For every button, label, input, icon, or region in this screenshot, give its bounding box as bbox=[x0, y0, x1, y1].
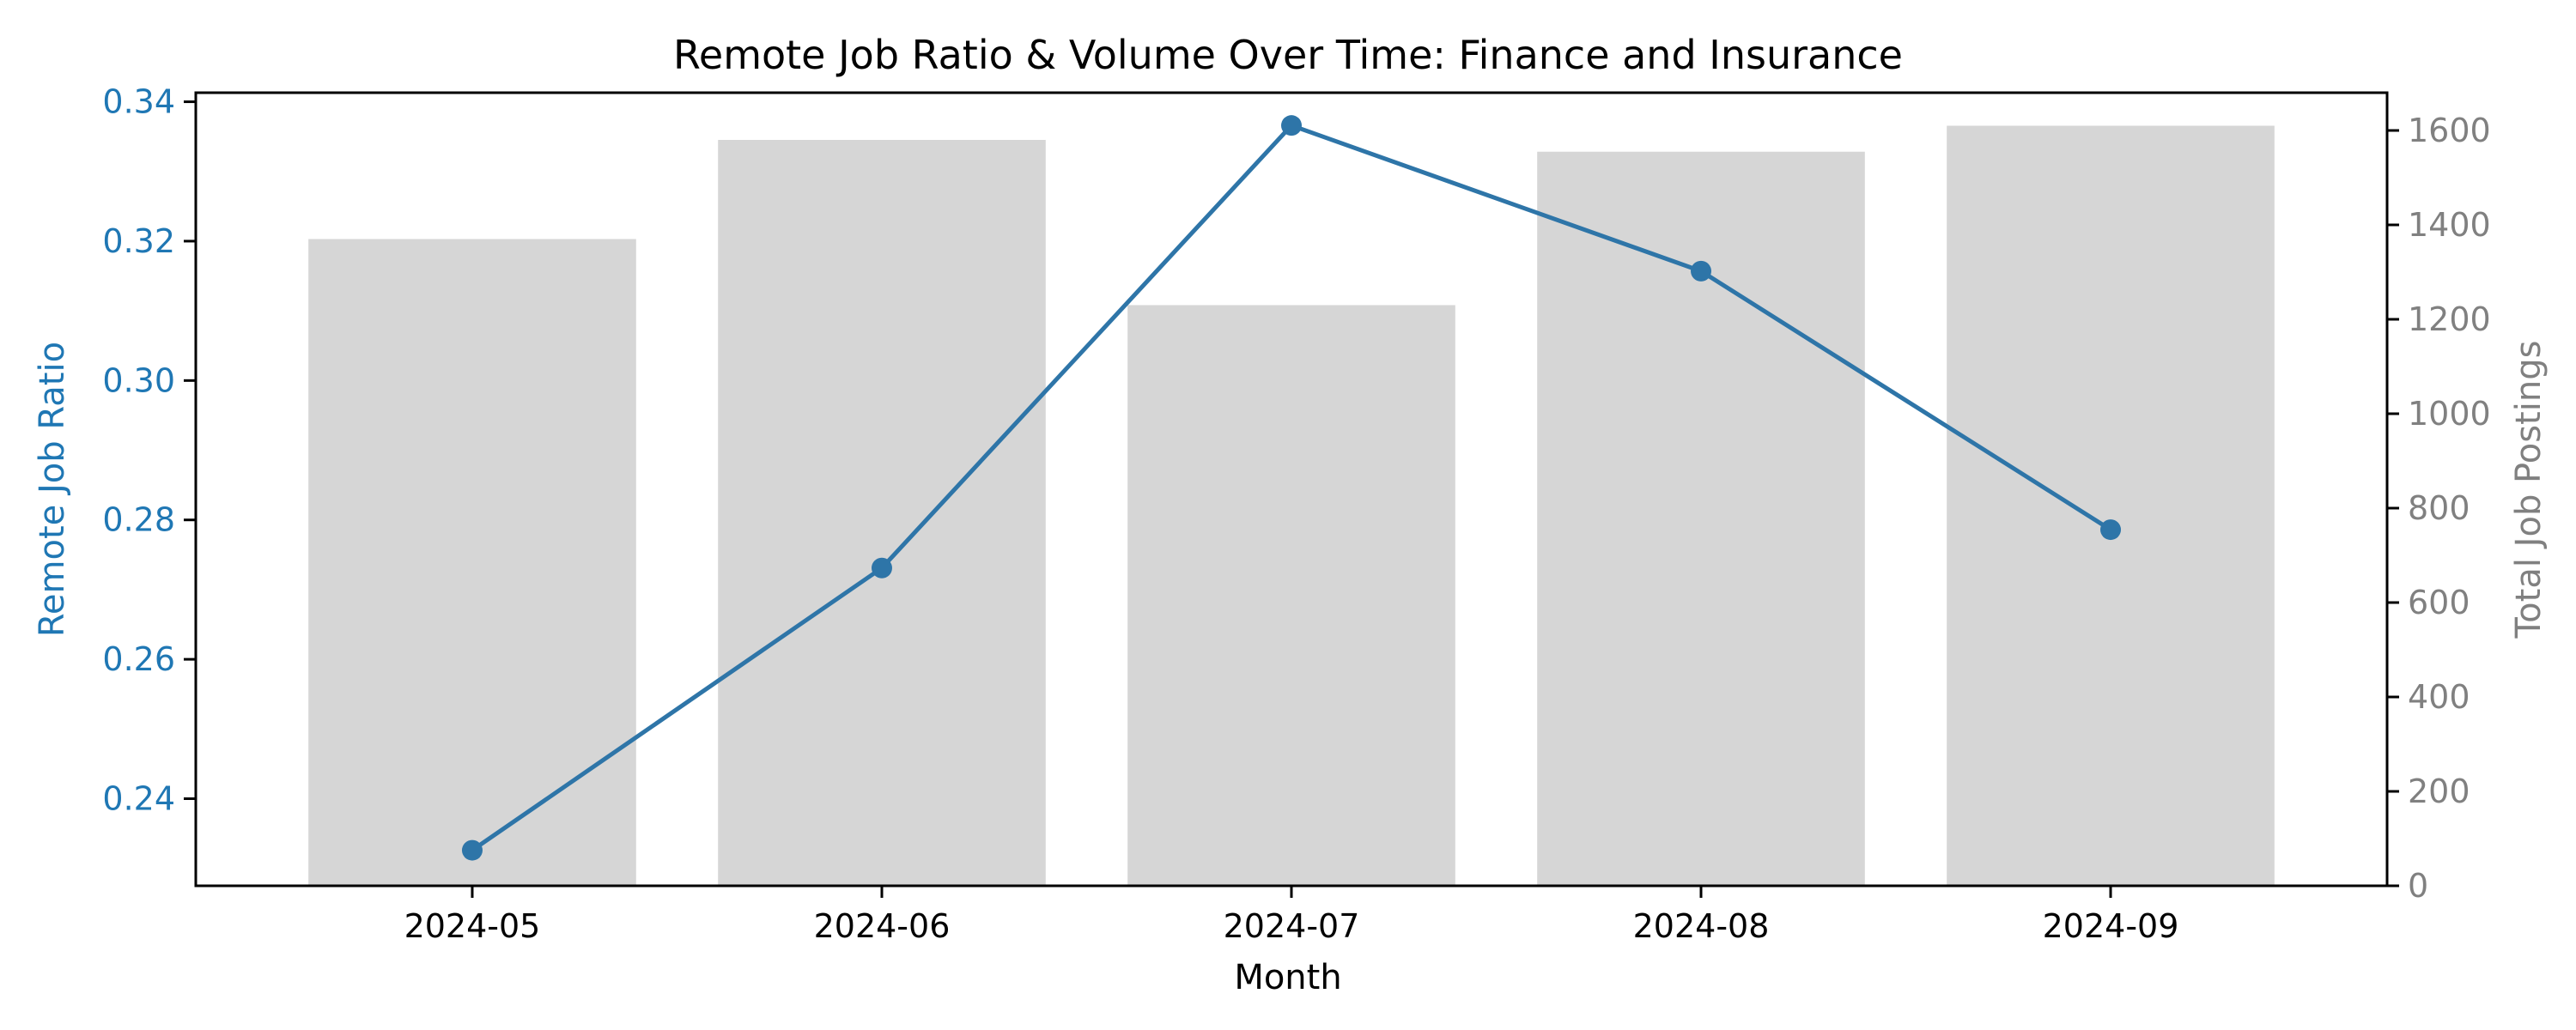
ratio-point-2024-08 bbox=[1691, 260, 1712, 282]
chart-title: Remote Job Ratio & Volume Over Time: Fin… bbox=[673, 32, 1903, 78]
left-tick-label-0.30: 0.30 bbox=[102, 361, 175, 399]
left-tick-label-0.34: 0.34 bbox=[102, 83, 175, 121]
left-axis-title: Remote Job Ratio bbox=[33, 342, 72, 637]
left-tick-label-0.26: 0.26 bbox=[102, 640, 175, 678]
right-tick-label-800: 800 bbox=[2408, 489, 2470, 527]
right-axis-title: Total Job Postings bbox=[2509, 341, 2549, 639]
ratio-point-2024-07 bbox=[1281, 115, 1302, 136]
x-tick-label-2024-09: 2024-09 bbox=[2043, 907, 2179, 945]
left-tick-label-0.28: 0.28 bbox=[102, 501, 175, 539]
ratio-point-2024-09 bbox=[2100, 519, 2122, 541]
right-tick-label-1000: 1000 bbox=[2408, 395, 2491, 433]
ratio-point-2024-05 bbox=[461, 839, 483, 861]
right-tick-label-1200: 1200 bbox=[2408, 300, 2491, 338]
x-tick-label-2024-08: 2024-08 bbox=[1633, 907, 1770, 945]
right-tick-label-400: 400 bbox=[2408, 678, 2470, 716]
bar-2024-09 bbox=[1947, 125, 2275, 886]
bar-2024-05 bbox=[308, 239, 636, 886]
right-tick-label-0: 0 bbox=[2408, 867, 2428, 905]
left-tick-label-0.24: 0.24 bbox=[102, 780, 175, 818]
bars-layer bbox=[308, 125, 2275, 886]
bar-2024-07 bbox=[1127, 305, 1455, 886]
left-tick-label-0.32: 0.32 bbox=[102, 222, 175, 260]
bar-2024-06 bbox=[718, 140, 1046, 886]
right-tick-label-1400: 1400 bbox=[2408, 206, 2491, 244]
right-tick-label-600: 600 bbox=[2408, 584, 2470, 621]
x-tick-label-2024-06: 2024-06 bbox=[814, 907, 951, 945]
x-tick-label-2024-07: 2024-07 bbox=[1224, 907, 1360, 945]
line-layer bbox=[461, 115, 2122, 861]
axes-layer: 2024-05 2024-06 2024-07 2024-08 2024-09 0.24 0… bbox=[102, 83, 2490, 945]
ratio-point-2024-06 bbox=[871, 557, 892, 579]
right-tick-label-1600: 1600 bbox=[2408, 112, 2491, 149]
right-tick-label-200: 200 bbox=[2408, 772, 2470, 810]
x-axis-title: Month bbox=[1234, 958, 1341, 997]
x-tick-label-2024-05: 2024-05 bbox=[404, 907, 541, 945]
